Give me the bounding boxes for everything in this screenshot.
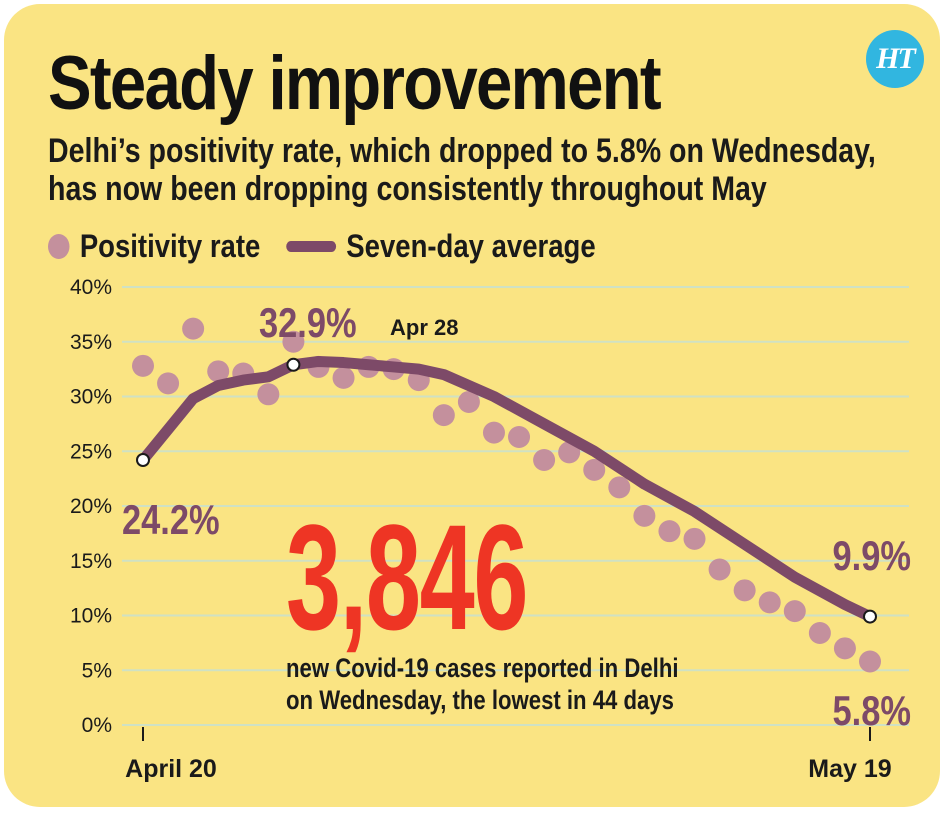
annotation-label: 9.9% bbox=[833, 533, 911, 580]
positivity-point bbox=[482, 421, 505, 444]
positivity-point bbox=[533, 449, 556, 472]
annotation-marker bbox=[863, 609, 877, 624]
annotation-label: 24.2% bbox=[122, 497, 220, 544]
chart-card: HT Steady improvement Delhi’s positivity… bbox=[4, 4, 940, 807]
y-tick-label: 10% bbox=[70, 605, 112, 628]
y-tick-label: 40% bbox=[70, 276, 112, 299]
positivity-point bbox=[432, 404, 455, 427]
chart-plot: 0% 5% 10% 15% 20% 25% 30% 35% 40% April 20 May 19 2… bbox=[70, 276, 911, 783]
headline-case-count: 3,846 bbox=[286, 493, 528, 661]
y-tick-label: 15% bbox=[70, 550, 112, 573]
positivity-point bbox=[758, 591, 781, 614]
positivity-point bbox=[658, 520, 681, 543]
legend: Positivity rate Seven-day average bbox=[48, 228, 596, 264]
ht-logo: HT bbox=[866, 30, 924, 88]
positivity-point bbox=[282, 330, 305, 353]
annotation-label: 5.8% bbox=[833, 688, 911, 735]
positivity-point bbox=[633, 504, 656, 527]
positivity-point bbox=[733, 579, 756, 602]
legend-label-average: Seven-day average bbox=[346, 227, 596, 264]
positivity-point bbox=[132, 354, 154, 377]
positivity-point bbox=[207, 360, 230, 383]
positivity-point bbox=[583, 458, 606, 481]
positivity-point bbox=[182, 317, 205, 340]
chart-subtitle: Delhi’s positivity rate, which dropped t… bbox=[48, 132, 888, 208]
y-tick-label: 20% bbox=[70, 495, 112, 518]
x-tick-label: April 20 bbox=[125, 755, 217, 783]
positivity-point bbox=[558, 441, 581, 464]
y-tick-label: 0% bbox=[82, 714, 112, 737]
caption-line: on Wednesday, the lowest in 44 days bbox=[286, 685, 674, 715]
seven-day-average-line bbox=[137, 355, 876, 623]
annotation-sublabel: Apr 28 bbox=[390, 315, 458, 340]
positivity-point bbox=[708, 558, 731, 581]
positivity-point bbox=[859, 650, 881, 673]
chart-title: Steady improvement bbox=[48, 41, 662, 126]
caption-line: new Covid-19 cases reported in Delhi bbox=[286, 653, 679, 683]
positivity-point bbox=[683, 527, 706, 550]
positivity-point bbox=[457, 390, 480, 413]
positivity-point bbox=[608, 476, 631, 499]
y-tick-label: 25% bbox=[70, 440, 112, 463]
positivity-point bbox=[257, 383, 280, 406]
subtitle-line: Delhi’s positivity rate, which dropped t… bbox=[48, 132, 876, 170]
subtitle-line: has now been dropping consistently throu… bbox=[48, 170, 767, 208]
y-tick-label: 35% bbox=[70, 331, 112, 354]
positivity-point bbox=[508, 426, 531, 449]
y-tick-label: 5% bbox=[82, 659, 112, 682]
headline-caption: new Covid-19 cases reported in Delhi on … bbox=[286, 652, 778, 716]
positivity-point bbox=[157, 372, 180, 395]
positivity-point bbox=[783, 600, 806, 623]
positivity-point bbox=[833, 637, 856, 660]
legend-label-positivity: Positivity rate bbox=[79, 227, 261, 264]
legend-line-swatch bbox=[286, 240, 336, 252]
annotation-label: 32.9% bbox=[259, 300, 357, 347]
x-tick-label: May 19 bbox=[808, 755, 891, 783]
legend-dot-swatch bbox=[48, 233, 70, 259]
annotation-marker bbox=[286, 357, 301, 372]
positivity-point bbox=[332, 366, 355, 389]
y-tick-label: 30% bbox=[70, 386, 112, 409]
annotation-marker bbox=[136, 453, 150, 468]
positivity-point bbox=[808, 622, 831, 645]
